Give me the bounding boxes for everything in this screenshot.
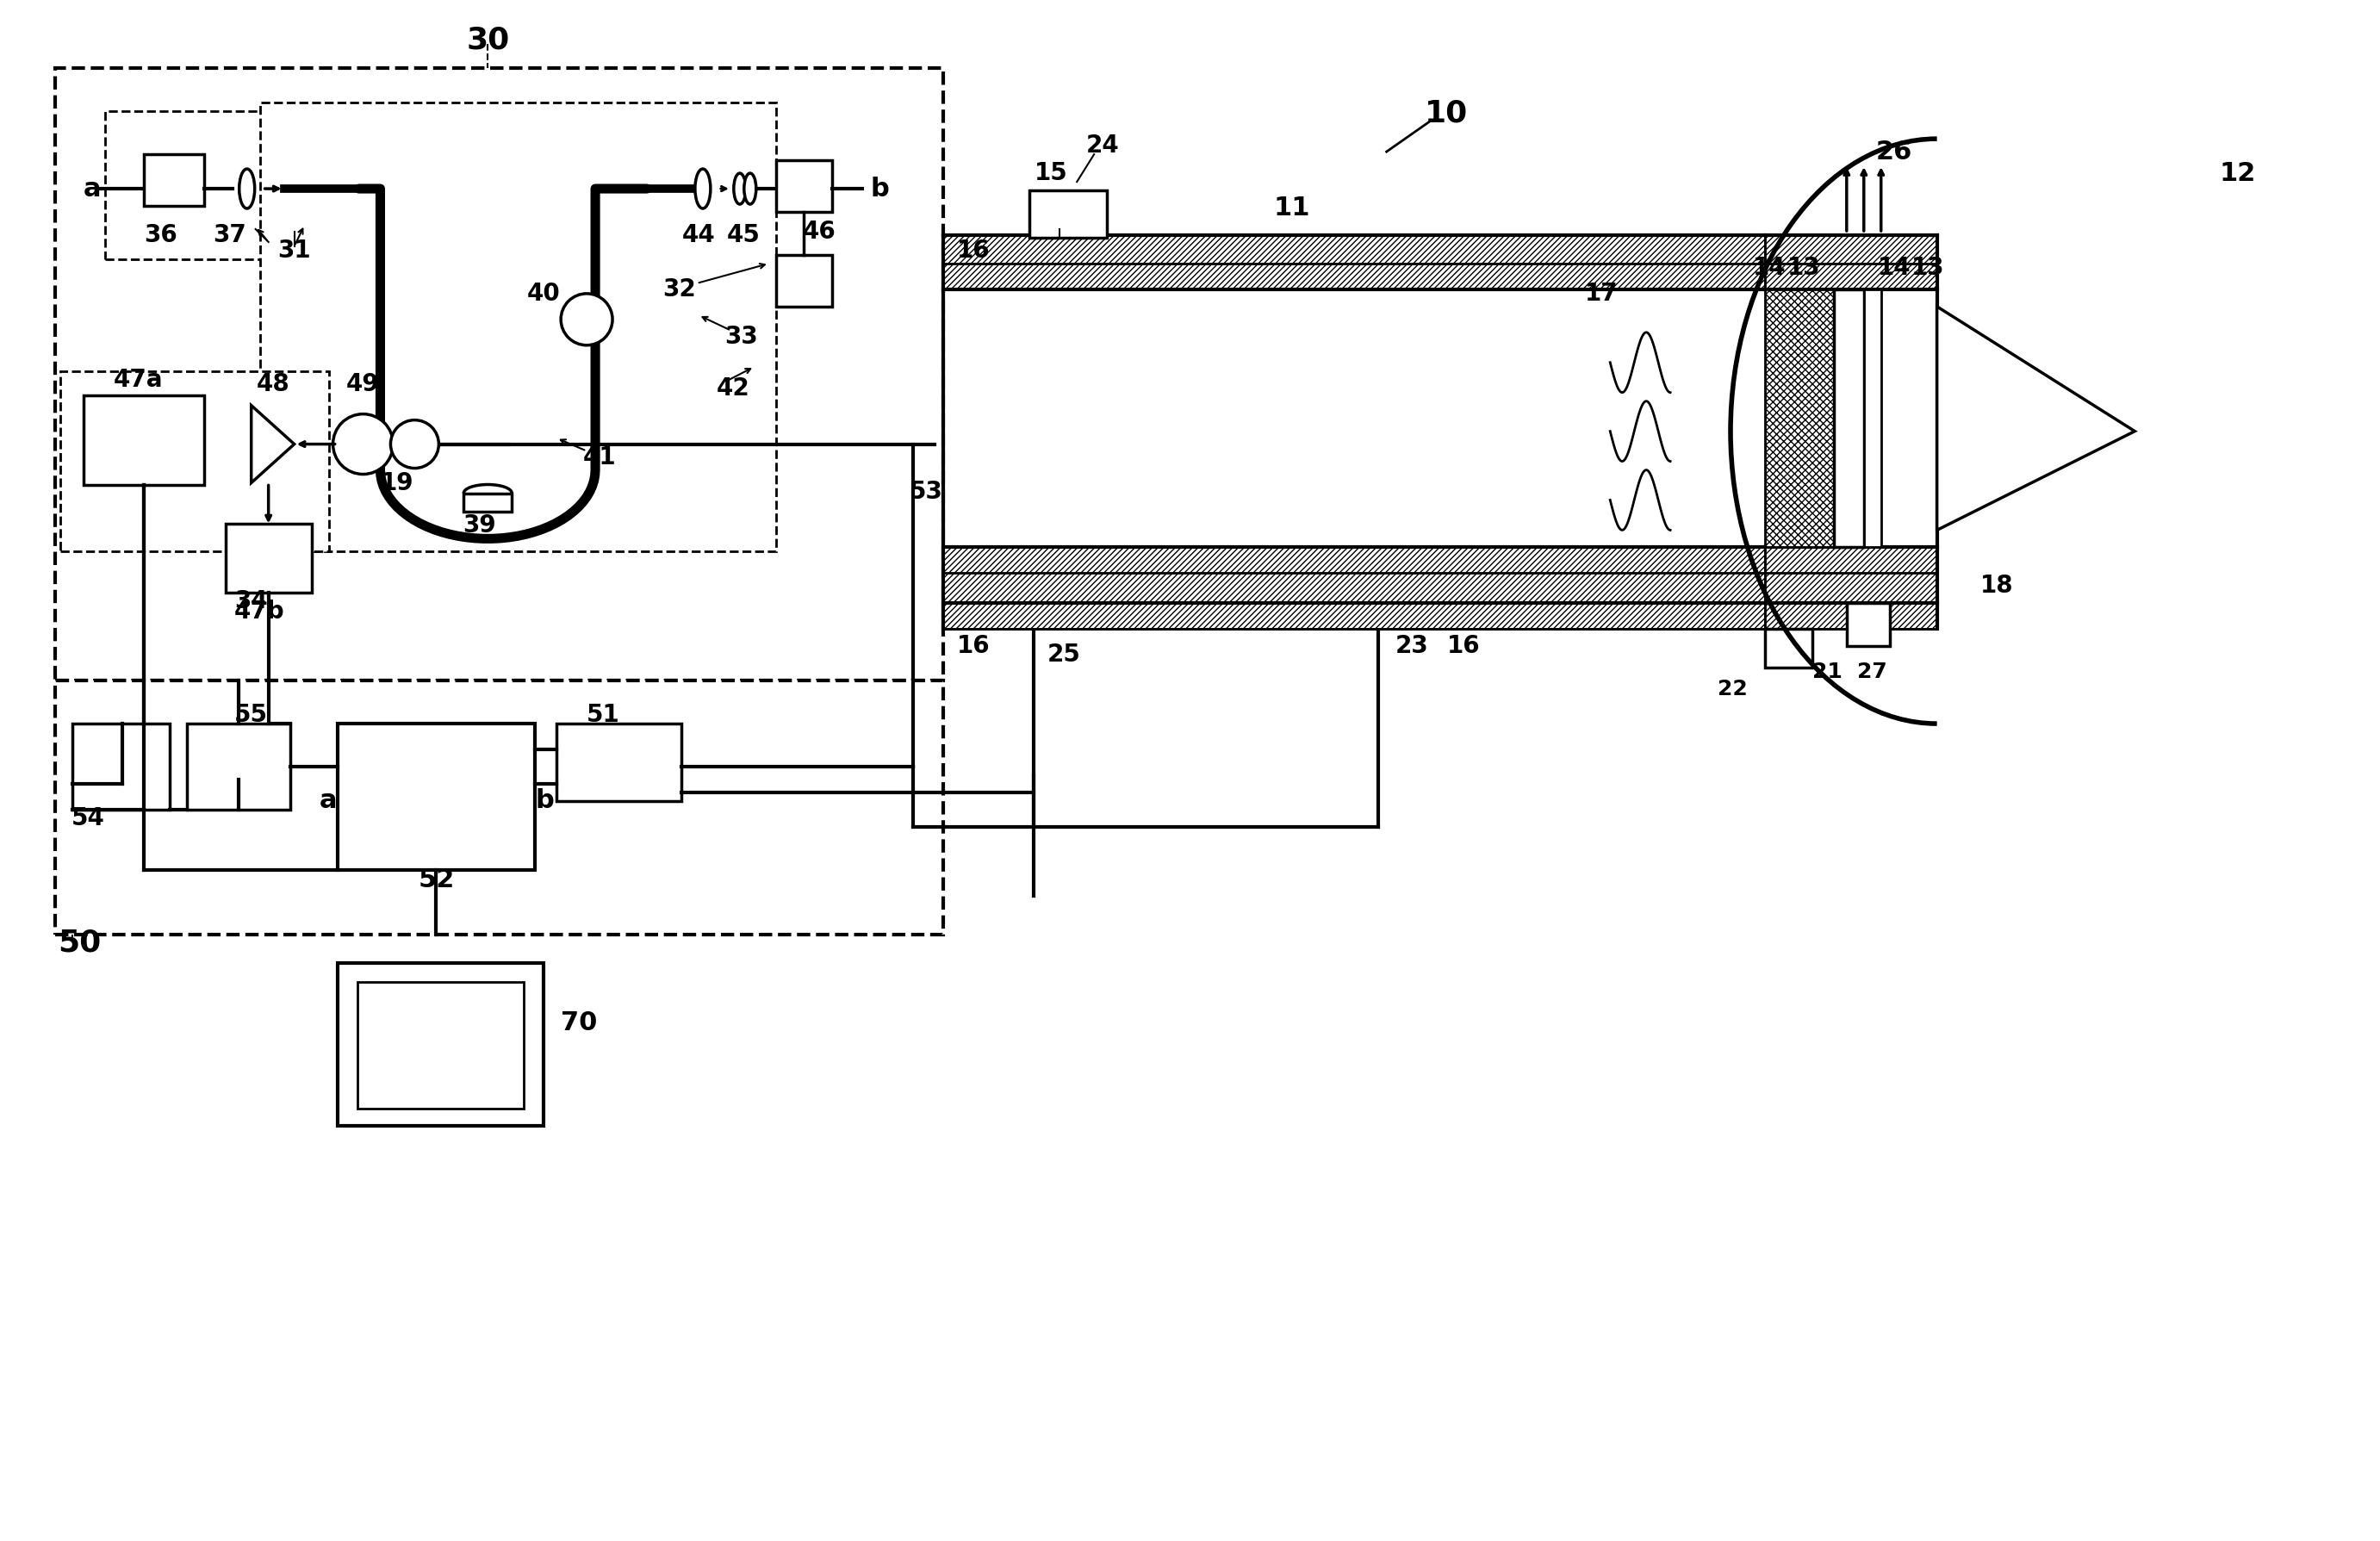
Text: 13: 13 [1911,256,1944,280]
Text: a: a [319,789,338,814]
Text: 17: 17 [1585,282,1618,305]
Bar [464,493,512,512]
Bar [357,982,524,1110]
Ellipse shape [240,170,255,208]
Bar [1766,236,1937,290]
Bar [1766,290,1833,547]
Text: 16: 16 [1447,635,1480,658]
Bar [143,154,205,206]
Polygon shape [252,405,295,482]
Text: 18: 18 [1980,573,2013,598]
Text: 50: 50 [57,928,100,957]
Text: 30: 30 [466,25,509,54]
Bar [338,963,543,1126]
Bar [55,68,942,681]
Text: b: b [871,176,890,202]
Text: 45: 45 [726,223,759,247]
Bar [942,603,1766,629]
Bar [226,524,312,593]
Bar [942,547,1766,603]
Text: 14: 14 [1752,256,1785,280]
Text: 31: 31 [278,239,312,262]
Bar [1766,547,1937,603]
Text: 55: 55 [233,703,267,727]
Ellipse shape [695,170,712,208]
Circle shape [390,421,438,468]
Text: 53: 53 [909,479,942,504]
Text: 11: 11 [1273,196,1311,220]
Bar [1847,603,1890,646]
Text: 51: 51 [588,703,621,727]
Bar [1864,290,1880,547]
Text: 40: 40 [526,282,559,305]
Text: 19: 19 [381,470,414,495]
Bar [259,103,776,552]
Text: 27: 27 [1856,661,1887,683]
Ellipse shape [733,173,745,203]
Text: 49: 49 [347,371,381,396]
Bar [1031,191,1107,237]
Bar [338,724,536,869]
Text: 16: 16 [957,239,990,262]
Text: 47b: 47b [233,599,286,624]
Bar [1833,290,1864,547]
Text: 70: 70 [562,1011,597,1036]
Text: 21: 21 [1811,661,1842,683]
Text: 37: 37 [214,223,248,247]
Text: a: a [83,176,100,202]
Bar [55,681,942,934]
Text: 52: 52 [419,868,455,892]
Circle shape [562,294,612,345]
Text: b: b [536,789,555,814]
Text: 23: 23 [1395,635,1428,658]
Text: 13: 13 [1787,256,1821,280]
Text: 42: 42 [716,376,750,401]
Text: 47a: 47a [114,368,164,391]
Text: 54: 54 [71,806,105,831]
Bar [105,111,317,259]
Bar [1766,603,1937,629]
Text: 15: 15 [1035,162,1069,185]
Text: 16: 16 [957,635,990,658]
Bar [557,724,681,801]
Bar [776,160,831,213]
Text: 22: 22 [1718,680,1747,700]
Text: 12: 12 [2221,160,2256,186]
Bar [186,724,290,809]
Bar [83,394,205,484]
Text: 46: 46 [802,220,835,243]
Text: 33: 33 [726,325,759,348]
Text: 32: 32 [664,277,697,302]
Text: 24: 24 [1085,134,1119,157]
Polygon shape [1937,307,2135,530]
Ellipse shape [745,173,757,203]
Text: 36: 36 [145,223,178,247]
Circle shape [333,415,393,475]
Bar [942,236,1766,290]
Text: 34: 34 [233,590,267,613]
Bar [776,254,831,307]
Bar [71,724,169,809]
Text: 26: 26 [1875,139,1911,165]
Text: 25: 25 [1047,643,1081,667]
Bar [60,371,328,552]
Bar [1766,629,1811,667]
Text: 44: 44 [681,223,714,247]
Bar [531,111,771,259]
Text: 39: 39 [462,513,495,538]
Text: 10: 10 [1426,99,1468,128]
Text: 48: 48 [257,371,290,396]
Text: 41: 41 [583,445,616,468]
Text: 14: 14 [1878,256,1911,280]
